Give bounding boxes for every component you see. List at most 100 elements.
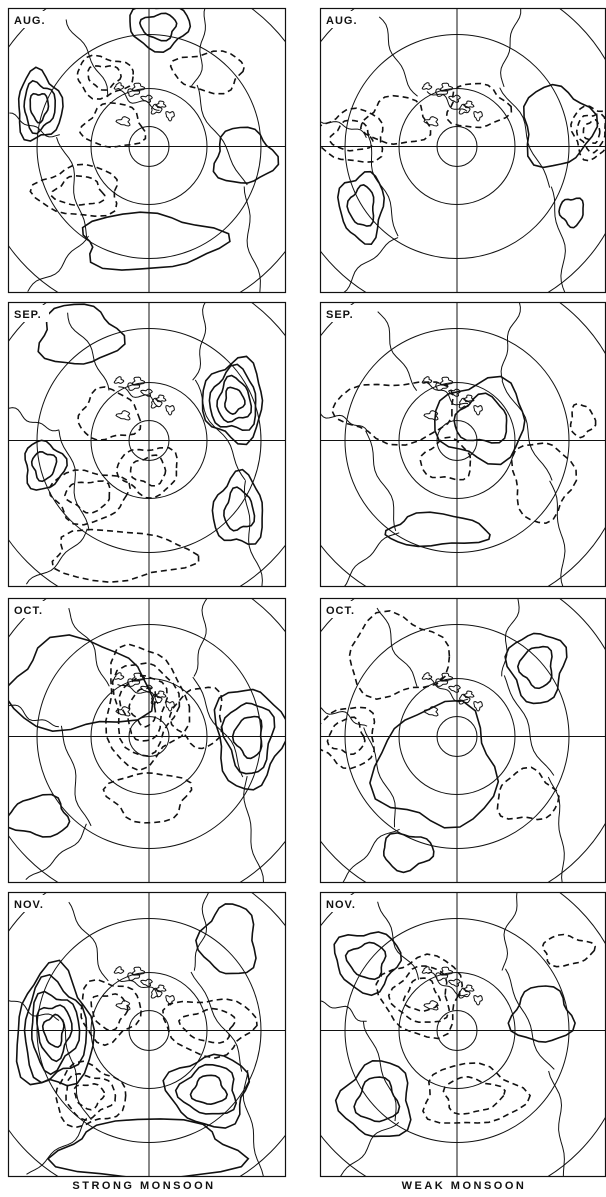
panel-frame	[7, 7, 287, 294]
panel-frame	[319, 597, 606, 884]
positive-contour	[8, 793, 71, 838]
positive-contour	[382, 832, 435, 874]
month-label: NOV.	[14, 899, 44, 911]
negative-contour	[419, 436, 472, 481]
negative-contour	[375, 953, 464, 1040]
positive-contour	[211, 468, 264, 546]
coastlines	[8, 892, 264, 1177]
negative-contour	[50, 174, 106, 207]
positive-contour	[195, 903, 257, 975]
coastlines	[8, 598, 264, 883]
positive-contour	[23, 79, 57, 135]
negative-contour	[48, 469, 131, 526]
positive-contour	[504, 632, 568, 705]
positive-contour	[129, 8, 192, 54]
negative-contour	[128, 687, 157, 728]
positive-contour	[37, 303, 126, 365]
negative-contour	[111, 662, 181, 757]
month-label: OCT.	[326, 605, 355, 617]
negative-contour	[328, 119, 374, 152]
negative-contour	[162, 998, 258, 1059]
positive-contour	[29, 92, 50, 124]
positive-contour	[174, 1063, 238, 1115]
contours	[320, 609, 568, 874]
negative-contour	[102, 772, 193, 824]
negative-contour	[51, 528, 200, 584]
negative-contour	[115, 446, 179, 500]
negative-contour	[402, 977, 442, 1012]
positive-contour	[15, 959, 96, 1087]
positive-contour	[24, 439, 68, 491]
negative-contour	[320, 706, 376, 770]
panel-weak-aug: AUG.	[319, 7, 606, 294]
positive-contour	[208, 363, 257, 432]
contours	[8, 634, 286, 838]
positive-contour	[522, 83, 599, 169]
positive-contour	[384, 511, 491, 548]
panel-weak-nov: NOV.	[319, 891, 606, 1178]
negative-contour	[422, 1062, 532, 1124]
positive-contour	[223, 486, 256, 532]
month-label: AUG.	[326, 15, 358, 27]
positive-contour	[353, 1076, 401, 1123]
negative-contour	[445, 82, 513, 129]
panel-strong-nov: NOV.	[7, 891, 287, 1178]
column-captions: STRONG MONSOON WEAK MONSOON	[72, 1180, 527, 1192]
positive-contour	[346, 184, 375, 227]
positive-contour	[162, 1053, 251, 1129]
negative-contour	[105, 643, 191, 772]
negative-contour	[510, 442, 578, 525]
negative-contour	[76, 54, 135, 100]
contours	[15, 903, 258, 1177]
coastlines	[320, 302, 566, 587]
negative-contour	[359, 94, 432, 146]
positive-contour	[344, 941, 387, 981]
latitude-circle	[320, 8, 606, 293]
negative-contour	[129, 454, 167, 487]
panel-weak-sep: SEP.	[319, 301, 606, 588]
positive-contour	[558, 197, 585, 229]
negative-contour	[77, 386, 142, 442]
panel-frame	[7, 597, 287, 884]
month-label: NOV.	[326, 899, 356, 911]
negative-contour	[80, 978, 142, 1047]
positive-contour	[46, 1118, 250, 1177]
negative-contour	[575, 113, 606, 154]
negative-contour	[496, 766, 560, 821]
strong-monsoon-caption: STRONG MONSOON	[72, 1180, 215, 1192]
positive-contour	[507, 985, 576, 1043]
positive-contour	[334, 1059, 412, 1138]
panel-frame	[7, 301, 287, 588]
panel-strong-oct: OCT.	[7, 597, 287, 884]
coastlines	[320, 892, 565, 1177]
positive-contour	[369, 699, 500, 829]
panel-strong-sep: SEP.	[7, 301, 287, 588]
negative-contour	[582, 118, 601, 145]
negative-contour	[87, 65, 122, 91]
positive-contour	[231, 715, 263, 760]
negative-contour	[442, 1075, 506, 1116]
negative-contour	[177, 1007, 237, 1044]
positive-contour	[189, 1074, 229, 1106]
latitude-circle	[8, 8, 286, 293]
negative-contour	[73, 1082, 106, 1111]
negative-contour	[90, 993, 129, 1032]
coastlines	[320, 8, 566, 293]
coastlines	[9, 8, 261, 293]
contours	[17, 8, 280, 271]
coastlines	[320, 598, 565, 883]
negative-contour	[118, 674, 169, 742]
contours	[333, 931, 597, 1138]
negative-contour	[65, 1072, 117, 1121]
weak-monsoon-caption: WEAK MONSOON	[402, 1180, 527, 1192]
negative-contour	[541, 933, 597, 968]
negative-contour	[387, 965, 451, 1024]
positive-contour	[336, 170, 386, 246]
positive-contour	[138, 12, 178, 42]
positive-contour	[201, 355, 264, 446]
month-label: SEP.	[14, 309, 42, 321]
positive-contour	[35, 1004, 73, 1063]
negative-contour	[320, 107, 384, 164]
